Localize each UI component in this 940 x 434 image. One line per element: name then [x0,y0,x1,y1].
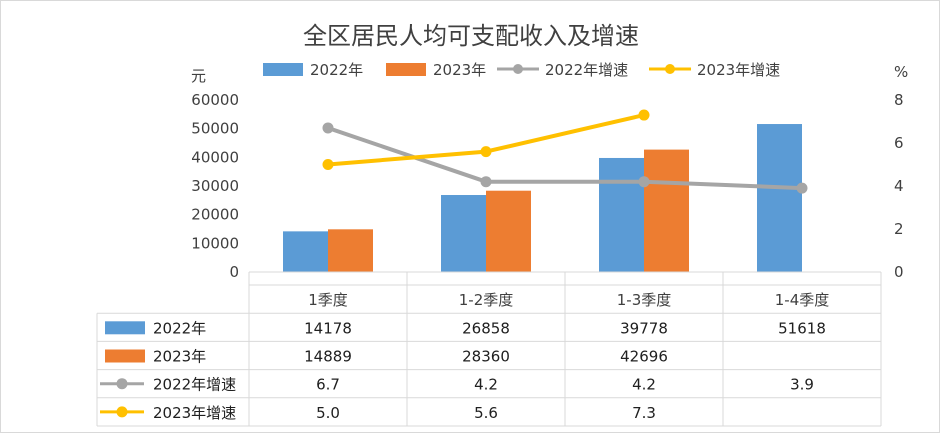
left-tick-label: 50000 [191,120,239,138]
table-cell: 3.9 [790,376,814,394]
category-label: 1-4季度 [775,291,830,309]
lines [322,109,808,194]
table-cell: 14178 [304,319,352,337]
left-axis-unit: 元 [191,67,206,85]
table-series-name: 2022年增速 [153,376,236,394]
line-point-0-3 [796,182,808,194]
bar-0-3 [757,124,802,272]
left-tick-label: 0 [229,263,239,281]
right-tick-label: 4 [894,177,904,195]
right-axis-unit: % [894,63,908,81]
category-label: 1季度 [308,291,348,309]
legend-swatch-0 [263,63,303,76]
line-point-0-1 [480,176,492,188]
bar-1-1 [486,190,531,272]
table-swatch-1 [105,349,145,363]
right-tick-label: 8 [894,91,904,109]
table-swatch-0 [105,321,145,335]
table-cell: 39778 [620,319,668,337]
legend-marker-2 [513,64,523,74]
table-series-name: 2023年 [153,348,206,366]
chart-title: 全区居民人均可支配收入及增速 [303,22,639,50]
data-table: 1季度 1-2季度 1-3季度 1-4季度 2022年 14178 26858 39778 51… [96,271,882,427]
table-cell: 14889 [304,348,352,366]
legend-marker-3 [665,64,675,74]
legend-label-3: 2023年增速 [697,61,780,79]
table-cell: 6.7 [316,376,340,394]
table-cell: 42696 [620,348,668,366]
table-series-name: 2022年 [153,319,206,337]
table-marker-2 [116,378,128,390]
table-marker-3 [116,406,128,418]
right-tick-label: 0 [894,263,904,281]
table-cell: 5.6 [474,404,498,422]
category-label: 1-3季度 [617,291,672,309]
table-cell: 4.2 [632,376,656,394]
table-series-name: 2023年增速 [153,404,236,422]
left-tick-label: 20000 [191,206,239,224]
table-cell: 7.3 [632,404,656,422]
right-axis-ticks: 0 2 4 6 8 [894,91,904,281]
table-cell: 26858 [462,319,510,337]
legend: 2022年 2023年 2022年增速 2023年增速 [263,61,780,79]
line-series-0 [327,126,803,191]
bar-0-1 [441,195,486,272]
legend-swatch-1 [386,63,426,76]
bars [283,124,802,272]
line-point-1-1 [480,146,492,158]
category-label: 1-2季度 [459,291,514,309]
legend-label-1: 2023年 [433,61,486,79]
legend-label-0: 2022年 [310,61,363,79]
right-tick-label: 6 [894,134,904,152]
table-cell: 28360 [462,348,510,366]
left-tick-label: 10000 [191,234,239,252]
line-point-0-0 [322,122,334,134]
legend-label-2: 2022年增速 [545,61,628,79]
line-point-1-2 [638,109,650,121]
right-tick-label: 2 [894,220,904,238]
bar-1-0 [328,229,373,272]
left-axis-ticks: 0 10000 20000 30000 40000 50000 60000 [191,91,239,281]
table-cell: 5.0 [316,404,340,422]
line-point-0-2 [638,176,650,188]
bar-0-0 [283,231,328,272]
table-cell: 4.2 [474,376,498,394]
line-point-1-0 [322,159,334,170]
left-tick-label: 30000 [191,177,239,195]
left-tick-label: 40000 [191,148,239,166]
bar-1-2 [644,149,689,272]
table-cell: 51618 [778,319,826,337]
left-tick-label: 60000 [191,91,239,109]
bar-0-2 [599,157,644,272]
